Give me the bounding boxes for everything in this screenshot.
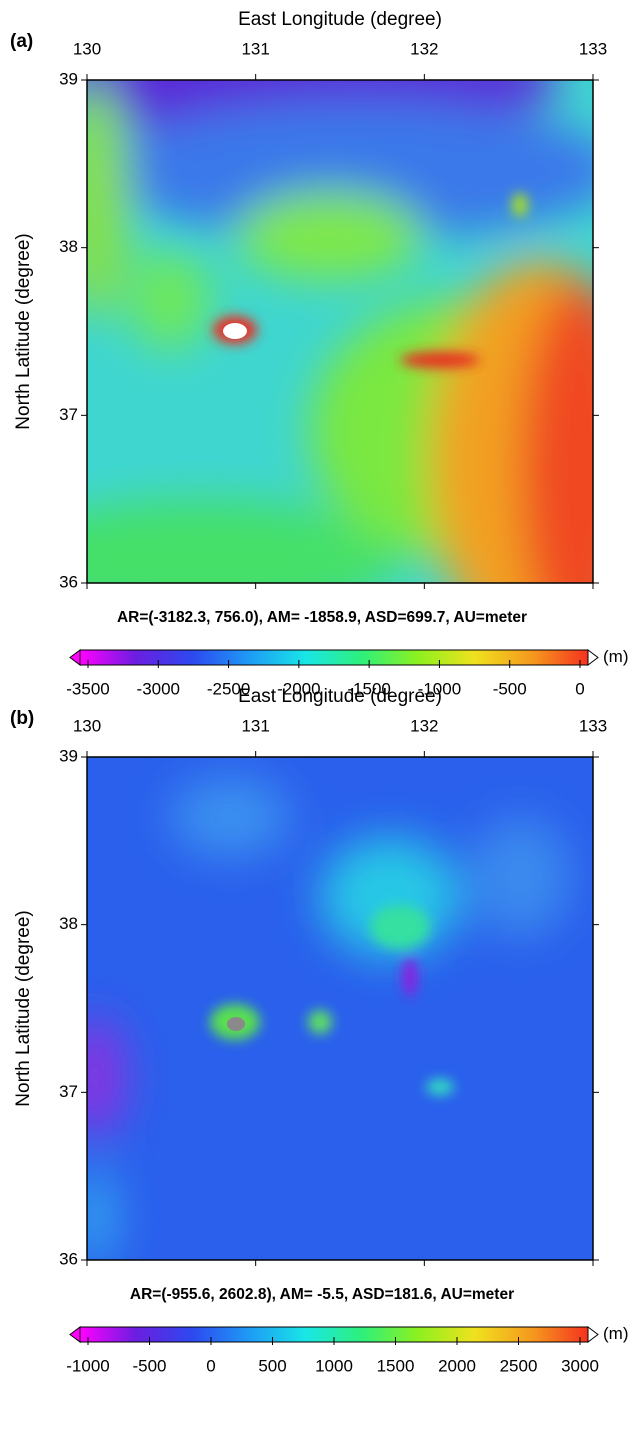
- colorbar-end: [69, 649, 81, 666]
- panel: (a) East Longitude (degree) North Latitude…: [10, 9, 628, 698]
- colorbar-tick-label: -2500: [207, 679, 250, 698]
- colorbar-tick-label: 3000: [561, 1356, 599, 1375]
- colorbar-tick-label: 0: [206, 1356, 215, 1375]
- colorbar-tick-label: 1500: [377, 1356, 415, 1375]
- colorbar-tick-label: -500: [493, 679, 527, 698]
- colorbar-tick-label: -1000: [66, 1356, 109, 1375]
- colorbar-tick-label: -3000: [137, 679, 180, 698]
- y-tick-label: 36: [59, 1249, 78, 1268]
- colorbar-tick-label: -1000: [418, 679, 461, 698]
- y-tick-label: 36: [59, 572, 78, 591]
- colorbar: [79, 649, 589, 666]
- x-tick-label: 132: [410, 39, 438, 58]
- panel-label: (a): [10, 31, 33, 52]
- x-tick-label: 131: [241, 716, 269, 735]
- y-tick-label: 38: [59, 237, 78, 256]
- colorbar-tick-label: 1000: [315, 1356, 353, 1375]
- x-tick-label: 130: [73, 39, 101, 58]
- panel: (b) East Longitude (degree) North Latitude…: [10, 686, 628, 1375]
- y-tick-label: 39: [59, 69, 78, 88]
- colorbar-end: [69, 1326, 81, 1343]
- colorbar-tick-label: -1500: [347, 679, 390, 698]
- plot-frame: [86, 79, 594, 584]
- colorbar-label: (m): [603, 647, 628, 666]
- y-tick-label: 37: [59, 1082, 78, 1101]
- colorbar-tick-label: 2500: [500, 1356, 538, 1375]
- panel-label: (b): [10, 708, 34, 729]
- x-tick-label: 133: [579, 39, 607, 58]
- colorbar-tick-label: -2000: [277, 679, 320, 698]
- stats-text: AR=(-955.6, 2602.8), AM= -5.5, ASD=181.6…: [130, 1286, 514, 1303]
- x-axis-title: East Longitude (degree): [238, 686, 442, 707]
- colorbar-tick-label: 500: [258, 1356, 286, 1375]
- x-axis-title: East Longitude (degree): [238, 9, 442, 30]
- colorbar-tick-label: -3500: [66, 679, 109, 698]
- map-field: [87, 80, 593, 583]
- stats-text: AR=(-3182.3, 756.0), AM= -1858.9, ASD=69…: [117, 609, 527, 626]
- x-tick-label: 130: [73, 716, 101, 735]
- y-tick-label: 39: [59, 746, 78, 765]
- y-axis-title: North Latitude (degree): [13, 910, 34, 1106]
- x-tick-label: 133: [579, 716, 607, 735]
- colorbar-tick-label: -500: [132, 1356, 166, 1375]
- plot-frame: [86, 756, 594, 1261]
- y-tick-label: 38: [59, 914, 78, 933]
- map-field: [87, 757, 593, 1260]
- y-tick-label: 37: [59, 405, 78, 424]
- x-tick-label: 131: [241, 39, 269, 58]
- colorbar-label: (m): [603, 1324, 628, 1343]
- y-axis-title: North Latitude (degree): [13, 233, 34, 429]
- colorbar-end: [587, 649, 599, 666]
- colorbar-end: [587, 1326, 599, 1343]
- colorbar-tick-label: 2000: [438, 1356, 476, 1375]
- colorbar-tick-label: 0: [575, 679, 584, 698]
- x-tick-label: 132: [410, 716, 438, 735]
